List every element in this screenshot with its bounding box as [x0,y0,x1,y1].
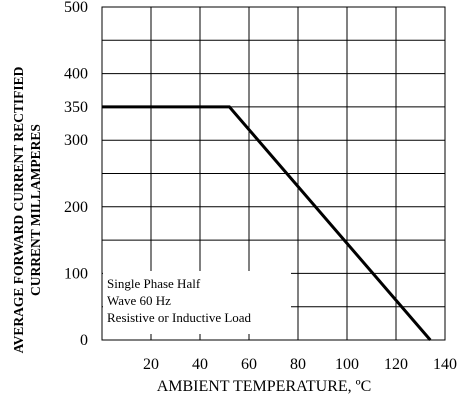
y-tick-label: 300 [64,132,88,149]
x-tick-label: 120 [384,356,408,373]
y-tick-label: 500 [64,0,88,16]
annotation-box-frame [103,271,291,334]
x-tick-label: 60 [241,356,257,373]
chart-tick-labels: 0 100 200 300 350 400 500 20 40 60 80 100 120 140 [64,0,457,373]
x-tick-label: 20 [143,356,159,373]
x-tick-label: 40 [192,356,208,373]
annotation-line-2: Wave 60 Hz [107,293,171,308]
y-tick-label: 400 [64,66,88,83]
series-line [102,105,432,341]
y-axis-label-line-2: CURRENT MILLAMPERES [28,124,43,296]
x-axis-label: AMBIENT TEMPERATURE, ºC [157,378,372,395]
y-tick-label: 100 [64,265,88,282]
x-tick-label: 80 [290,356,306,373]
y-tick-label: 200 [64,199,88,216]
annotation-line-3: Resistive or Inductive Load [107,310,252,325]
annotation-line-1: Single Phase Half [107,276,201,291]
y-tick-label: 350 [64,99,88,116]
chart-axis-labels: AMBIENT TEMPERATURE, ºC AVERAGE FORWARD … [11,66,371,395]
y-tick-label: 0 [80,332,88,349]
x-tick-label: 140 [433,356,457,373]
chart-annotation-box [103,271,291,334]
y-axis-label-line-1: AVERAGE FORWARD CURRENT RECTIFIED [11,66,26,353]
plot-frame [101,6,446,341]
x-tick-label: 100 [335,356,359,373]
chart-series [102,105,432,341]
